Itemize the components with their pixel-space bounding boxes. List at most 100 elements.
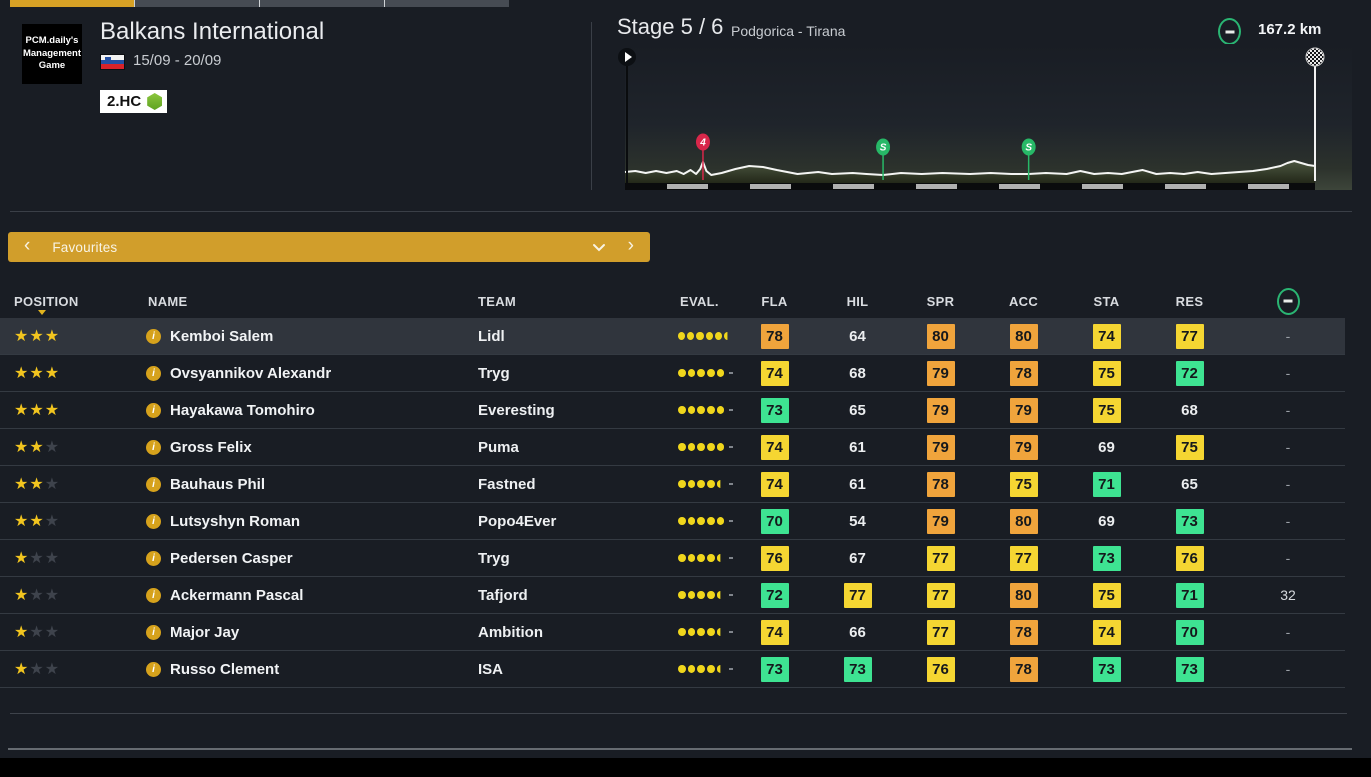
star-filled-icon: ★ (44, 328, 61, 345)
chevron-down-icon[interactable] (592, 243, 606, 252)
tab-active[interactable] (10, 0, 135, 7)
team-name: ISA (478, 660, 504, 678)
eval-dash-icon (729, 409, 734, 411)
result-value: - (1285, 624, 1291, 640)
stat-value: 73 (733, 656, 816, 682)
stage-route: Podgorica - Tirana (731, 23, 846, 39)
stat-value: 73 (1065, 545, 1148, 571)
table-row[interactable]: ★★★ i Ackermann Pascal Tafjord 72 77 77 80 7… (0, 577, 1345, 614)
stat-value: 77 (899, 619, 982, 645)
column-header-result[interactable] (1231, 287, 1345, 315)
star-filled-icon: ★ (14, 402, 30, 419)
favourites-dropdown[interactable]: ‹ Favourites › (8, 232, 650, 262)
eval-dash-icon (729, 520, 734, 522)
column-header-name[interactable]: NAME (148, 293, 188, 309)
info-icon[interactable]: i (146, 402, 161, 418)
column-header-position[interactable]: POSITION (0, 284, 140, 318)
star-empty-icon: ★ (29, 550, 45, 567)
eval-dots (670, 480, 734, 488)
race-category-badge: 2.HC (100, 90, 168, 113)
table-row[interactable]: ★★★ i Hayakawa Tomohiro Everesting 73 65 7… (0, 392, 1345, 429)
favourite-stars: ★★★ (0, 659, 140, 679)
column-header-acc[interactable]: ACC (1008, 293, 1039, 309)
eval-dash-icon (729, 483, 734, 485)
info-icon[interactable]: i (146, 587, 161, 603)
stat-value: 80 (982, 323, 1065, 349)
result-value: - (1285, 550, 1291, 566)
stat-value: 75 (1065, 582, 1148, 608)
svg-text:S: S (1025, 143, 1032, 154)
eval-dot-icon (687, 554, 696, 562)
table-row[interactable]: ★★★ i Bauhaus Phil Fastned 74 61 78 75 71 65- (0, 466, 1345, 503)
logo-line: Game (38, 60, 66, 72)
column-header-hil[interactable]: HIL (846, 293, 869, 309)
eval-dot-icon (678, 332, 686, 340)
race-dates: 15/09 - 20/09 (133, 52, 222, 69)
table-row[interactable]: ★★★ i Ovsyannikov Alexandr Tryg 74 68 79 78… (0, 355, 1345, 392)
column-header-fla[interactable]: FLA (761, 293, 788, 309)
eval-dots (670, 406, 734, 414)
stat-value: 73 (733, 397, 816, 423)
table-row[interactable]: ★★★ i Pedersen Casper Tryg 76 67 77 77 73 76- (0, 540, 1345, 577)
star-filled-icon: ★ (29, 402, 45, 419)
team-name: Ambition (478, 623, 543, 641)
info-icon[interactable]: i (146, 661, 161, 677)
team-name: Popo4Ever (478, 512, 557, 530)
eval-dot-icon (678, 480, 686, 488)
svg-text:4: 4 (699, 138, 706, 149)
table-row[interactable]: ★★★ i Kemboi Salem Lidl 78 64 80 80 74 77- (0, 318, 1345, 355)
stat-value: 61 (849, 475, 866, 493)
stat-value: 64 (849, 327, 866, 345)
stat-value: 78 (982, 360, 1065, 386)
tab-inactive[interactable] (135, 0, 260, 7)
eval-dot-icon (716, 517, 725, 525)
column-header-sta[interactable]: STA (1093, 293, 1120, 309)
result-value: - (1285, 476, 1291, 492)
stat-value: 74 (733, 434, 816, 460)
stat-value: 74 (1065, 323, 1148, 349)
prev-arrow-icon[interactable]: ‹ (24, 235, 31, 256)
stat-value: 80 (982, 582, 1065, 608)
stat-value: 66 (849, 623, 866, 641)
eval-dash-icon (729, 631, 734, 633)
eval-half-dot-icon (716, 628, 721, 636)
hexagon-icon (147, 93, 163, 110)
info-icon[interactable]: i (146, 513, 161, 529)
column-header-eval[interactable]: EVAL. (680, 293, 719, 309)
svg-text:S: S (880, 143, 887, 154)
stat-value: 77 (816, 582, 899, 608)
stage-distance: 167.2 km (1258, 21, 1322, 38)
eval-dots (670, 628, 734, 636)
tab-inactive[interactable] (260, 0, 385, 7)
stat-value: 73 (816, 656, 899, 682)
info-icon[interactable]: i (146, 365, 161, 381)
info-icon[interactable]: i (146, 328, 161, 344)
star-empty-icon: ★ (29, 661, 45, 678)
rider-name: Ovsyannikov Alexandr (170, 364, 332, 382)
stat-value: 79 (899, 434, 982, 460)
star-empty-icon: ★ (44, 513, 61, 530)
tab-inactive[interactable] (385, 0, 509, 7)
eval-dot-icon (706, 406, 715, 414)
eval-half-dot-icon (716, 591, 721, 599)
info-icon[interactable]: i (146, 476, 161, 492)
column-header-team[interactable]: TEAM (478, 293, 517, 309)
info-icon[interactable]: i (146, 550, 161, 566)
table-row[interactable]: ★★★ i Gross Felix Puma 74 61 79 79 69 75- (0, 429, 1345, 466)
eval-dot-icon (716, 443, 725, 451)
table-row[interactable]: ★★★ i Russo Clement ISA 73 73 76 78 73 73- (0, 651, 1345, 688)
info-icon[interactable]: i (146, 439, 161, 455)
star-filled-icon: ★ (29, 439, 45, 456)
team-name: Lidl (478, 327, 505, 345)
next-arrow-icon[interactable]: › (627, 235, 634, 256)
stat-value: 73 (1148, 508, 1231, 534)
column-header-res[interactable]: RES (1175, 293, 1204, 309)
stat-value: 78 (733, 323, 816, 349)
star-empty-icon: ★ (29, 587, 45, 604)
info-icon[interactable]: i (146, 624, 161, 640)
column-header-spr[interactable]: SPR (926, 293, 955, 309)
table-row[interactable]: ★★★ i Major Jay Ambition 74 66 77 78 74 70- (0, 614, 1345, 651)
eval-dot-icon (687, 406, 696, 414)
table-row[interactable]: ★★★ i Lutsyshyn Roman Popo4Ever 70 54 79 80… (0, 503, 1345, 540)
